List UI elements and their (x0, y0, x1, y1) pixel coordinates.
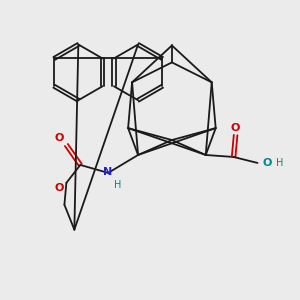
Text: H: H (115, 180, 122, 190)
Text: O: O (263, 158, 272, 168)
Text: N: N (103, 167, 112, 177)
Text: O: O (55, 133, 64, 143)
Text: H: H (276, 158, 283, 168)
Text: O: O (231, 123, 240, 133)
Text: O: O (55, 183, 64, 193)
